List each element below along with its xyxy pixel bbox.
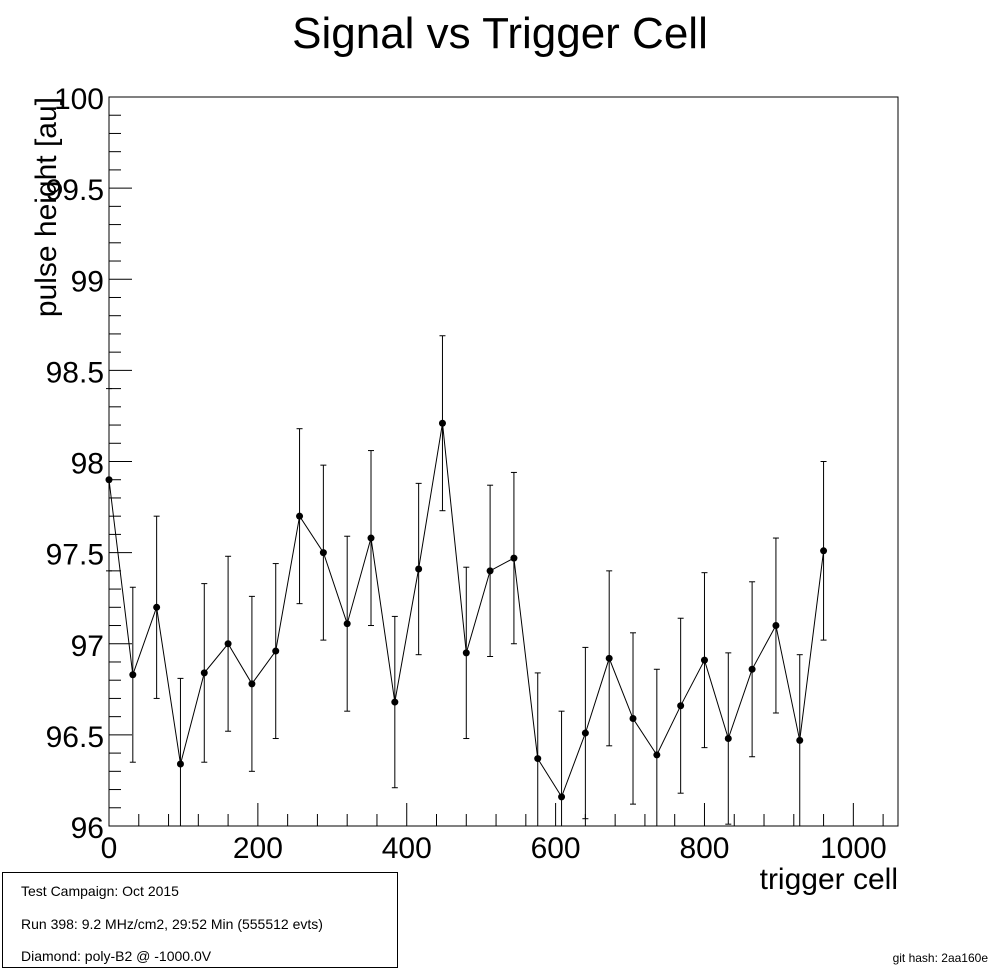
y-tick-label: 99 <box>71 265 104 298</box>
data-series <box>105 335 828 827</box>
info-box: Test Campaign: Oct 2015 Run 398: 9.2 MHz… <box>2 872 398 968</box>
data-point <box>129 671 137 679</box>
y-tick-label: 97 <box>71 630 104 663</box>
x-axis-tick-labels: 0 200 400 600 800 1000 <box>101 832 887 865</box>
data-point <box>319 549 327 557</box>
data-point <box>748 665 756 673</box>
x-tick-label: 400 <box>382 832 432 865</box>
y-tick-label: 96 <box>71 812 104 845</box>
x-axis-ticks <box>108 803 884 826</box>
x-tick-label: 200 <box>233 832 283 865</box>
info-diamond: Diamond: poly-B2 @ -1000.0V <box>21 948 212 964</box>
data-point <box>772 622 780 630</box>
data-point <box>796 736 804 744</box>
data-point <box>581 729 589 737</box>
data-point <box>176 760 184 768</box>
data-point <box>415 565 423 573</box>
data-point <box>438 419 446 427</box>
data-point <box>677 702 685 710</box>
data-point <box>367 534 375 542</box>
y-axis-label: pulse height [au] <box>30 97 63 317</box>
data-point <box>629 714 637 722</box>
data-point <box>248 680 256 688</box>
y-tick-label: 98 <box>71 448 104 481</box>
data-point <box>200 669 208 677</box>
y-tick-label: 99.5 <box>46 174 104 207</box>
data-point <box>343 620 351 628</box>
y-tick-label: 96.5 <box>46 721 104 754</box>
data-point <box>391 698 399 706</box>
data-point <box>653 751 661 759</box>
y-axis-ticks <box>109 96 132 827</box>
data-point <box>224 640 232 648</box>
data-point <box>558 793 566 801</box>
plot-frame <box>108 96 899 827</box>
data-point <box>272 647 280 655</box>
data-point <box>153 603 161 611</box>
chart-title: Signal vs Trigger Cell <box>292 9 708 58</box>
y-tick-label: 98.5 <box>46 356 104 389</box>
data-point <box>605 654 613 662</box>
data-point <box>105 476 113 484</box>
x-tick-label: 0 <box>101 832 118 865</box>
data-point <box>510 554 518 562</box>
data-point <box>296 512 304 520</box>
x-tick-label: 1000 <box>820 832 887 865</box>
data-point <box>724 735 732 743</box>
info-campaign: Test Campaign: Oct 2015 <box>21 883 179 899</box>
y-tick-label: 100 <box>54 83 104 116</box>
data-point <box>534 755 542 763</box>
y-axis-tick-labels: 96 96.5 97 97.5 98 98.5 99 99.5 100 <box>46 83 104 845</box>
data-point <box>700 656 708 664</box>
x-axis-label: trigger cell <box>760 863 898 896</box>
data-point <box>820 547 828 555</box>
git-hash: git hash: 2aa160e <box>892 951 988 965</box>
info-run: Run 398: 9.2 MHz/cm2, 29:52 Min (555512 … <box>21 916 323 932</box>
x-tick-label: 800 <box>679 832 729 865</box>
data-point <box>462 649 470 657</box>
x-tick-label: 600 <box>531 832 581 865</box>
data-point <box>486 567 494 575</box>
y-tick-label: 97.5 <box>46 539 104 572</box>
